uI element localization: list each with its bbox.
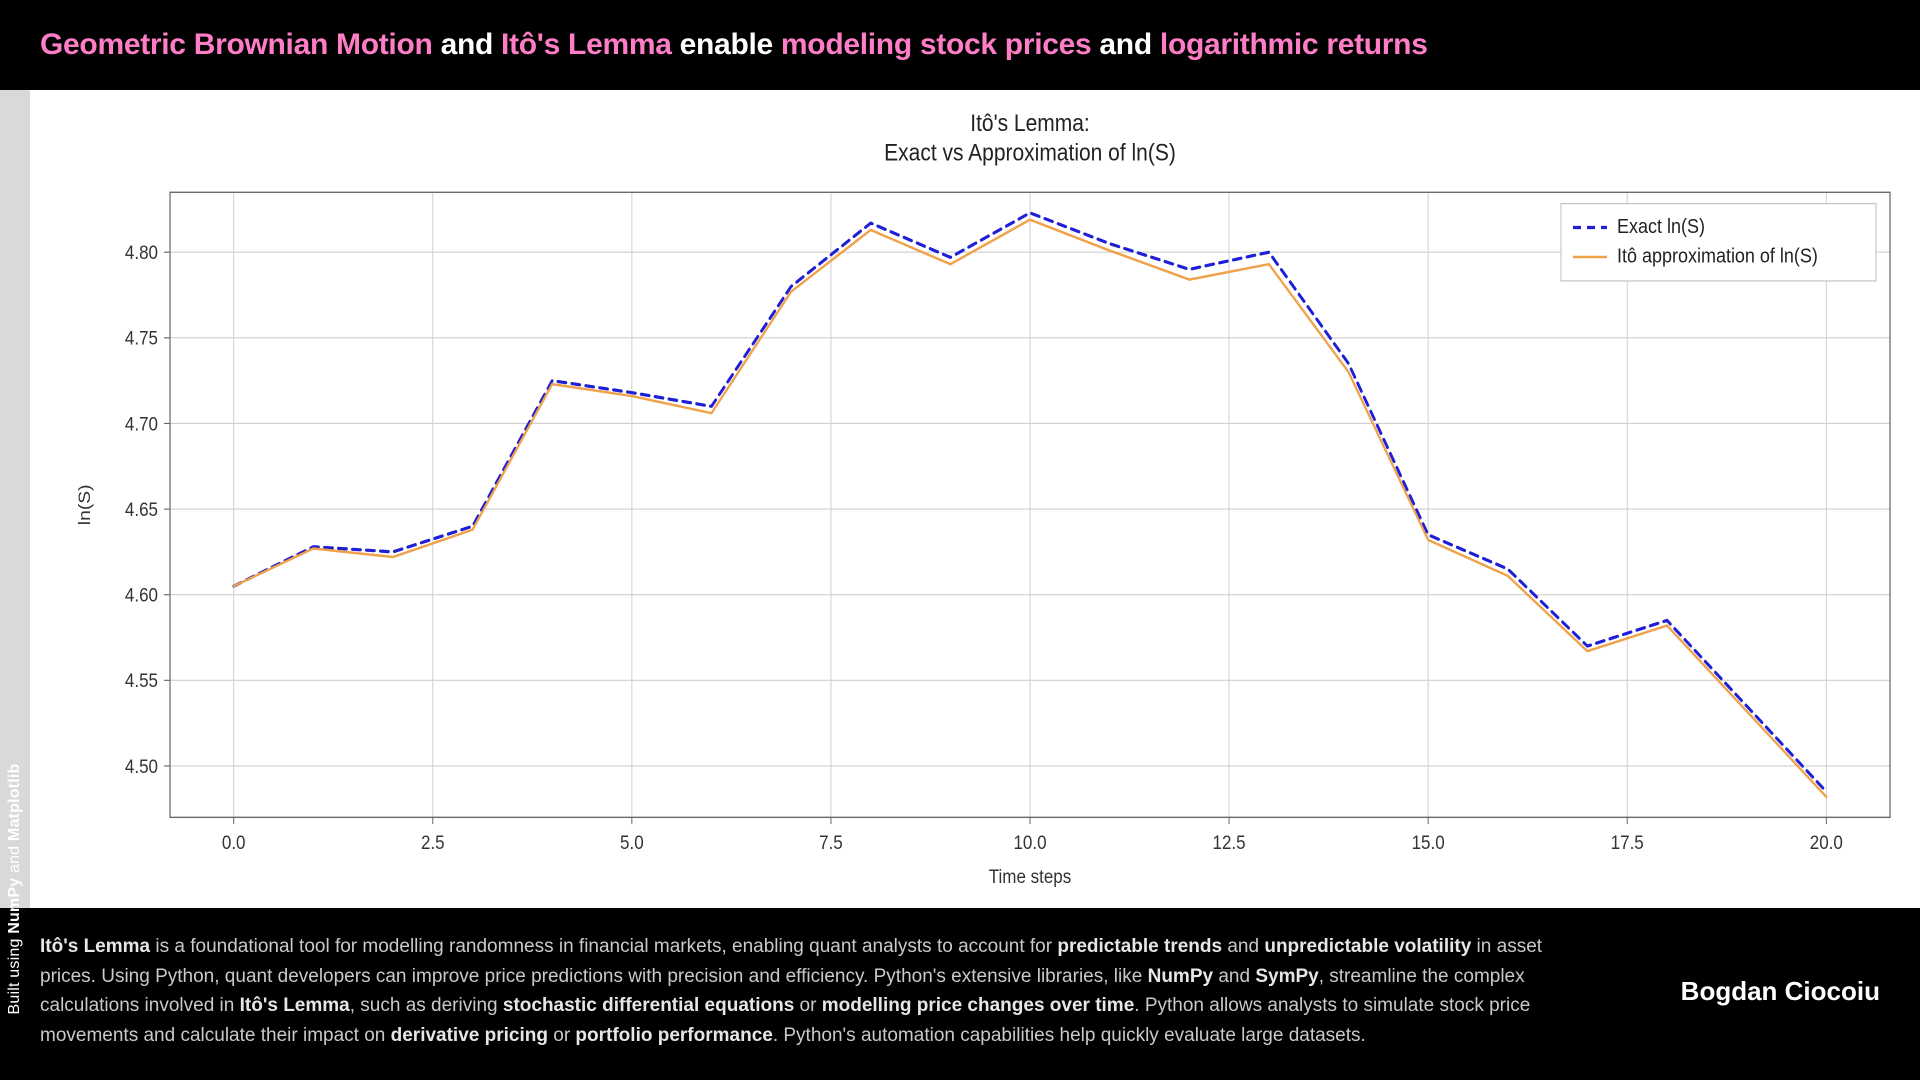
x-tick-label: 10.0 [1013,832,1046,853]
y-tick-label: 4.55 [125,670,158,691]
x-tick-label: 15.0 [1412,832,1445,853]
chart-title-line2: Exact vs Approximation of ln(S) [884,139,1176,166]
x-tick-label: 20.0 [1810,832,1843,853]
footer-part: , such as deriving [350,995,503,1016]
side-label: Built using NumPy and Matplotlib [6,764,24,1015]
page: Geometric Brownian Motion and Itô's Lemm… [0,0,1920,1080]
x-tick-label: 17.5 [1611,832,1644,853]
footer-part: derivative pricing [391,1025,548,1046]
footer-part: or [548,1025,575,1046]
footer-part: and [1222,936,1264,957]
y-tick-label: 4.75 [125,328,158,349]
x-tick-label: 0.0 [222,832,246,853]
footer-part: . Python's automation capabilities help … [773,1025,1366,1046]
chart-container: 0.0 2.5 5.0 7.5 10.0 12.5 15.0 17.5 20.0 4.50 4.55… [30,90,1920,908]
chart-title-line1: Itô's Lemma: [970,110,1090,137]
y-tick-label: 4.80 [125,242,158,263]
footer-part: unpredictable volatility [1264,936,1471,957]
x-tick-label: 5.0 [620,832,644,853]
side-label-part: Matplotlib [6,764,23,842]
y-tick-label: 4.65 [125,499,158,520]
headline-part: modeling stock prices [781,28,1091,61]
author-name: Bogdan Ciocoiu [1681,976,1880,1007]
footer-part: Itô's Lemma [240,995,350,1016]
footer-part: is a foundational tool for modelling ran… [150,936,1057,957]
headline: Geometric Brownian Motion and Itô's Lemm… [40,28,1880,62]
footer-part: stochastic differential equations [503,995,794,1016]
footer-part: SymPy [1255,966,1318,987]
legend-label: Itô approximation of ln(S) [1617,246,1818,268]
x-tick-label: 7.5 [819,832,843,853]
y-tick-label: 4.70 [125,413,158,434]
footer-part: modelling price changes over time [822,995,1135,1016]
x-tick-label: 2.5 [421,832,445,853]
headline-part: and [1091,28,1160,61]
footer-part: Itô's Lemma [40,936,150,957]
side-strip: Built using NumPy and Matplotlib [0,90,30,908]
side-label-part: Built using [6,934,23,1015]
line-chart: 0.0 2.5 5.0 7.5 10.0 12.5 15.0 17.5 20.0 4.50 4.55… [30,90,1920,908]
headline-part: enable [672,28,781,61]
headline-part: Itô's Lemma [501,28,672,61]
footer-part: and [1213,966,1255,987]
footer-part: predictable trends [1057,936,1222,957]
footer-bar: Itô's Lemma is a foundational tool for m… [0,908,1920,1080]
footer-body: Itô's Lemma is a foundational tool for m… [40,932,1600,1050]
side-label-part: and [6,841,23,878]
headline-part: logarithmic returns [1160,28,1428,61]
footer-part: portfolio performance [575,1025,772,1046]
footer-part: or [794,995,821,1016]
x-tick-label: 12.5 [1213,832,1246,853]
headline-part: and [433,28,502,61]
side-label-part: NumPy [6,878,23,934]
header-bar: Geometric Brownian Motion and Itô's Lemm… [0,0,1920,90]
footer-part: NumPy [1148,966,1213,987]
content-row: Built using NumPy and Matplotlib 0.0 2.5 5… [0,90,1920,908]
x-axis-label: Time steps [989,866,1071,887]
legend-box [1561,204,1876,281]
headline-part: Geometric Brownian Motion [40,28,433,61]
y-tick-label: 4.60 [125,585,158,606]
legend-label: Exact ln(S) [1617,216,1705,238]
y-tick-label: 4.50 [125,756,158,777]
y-axis-label: ln(S) [75,484,94,525]
